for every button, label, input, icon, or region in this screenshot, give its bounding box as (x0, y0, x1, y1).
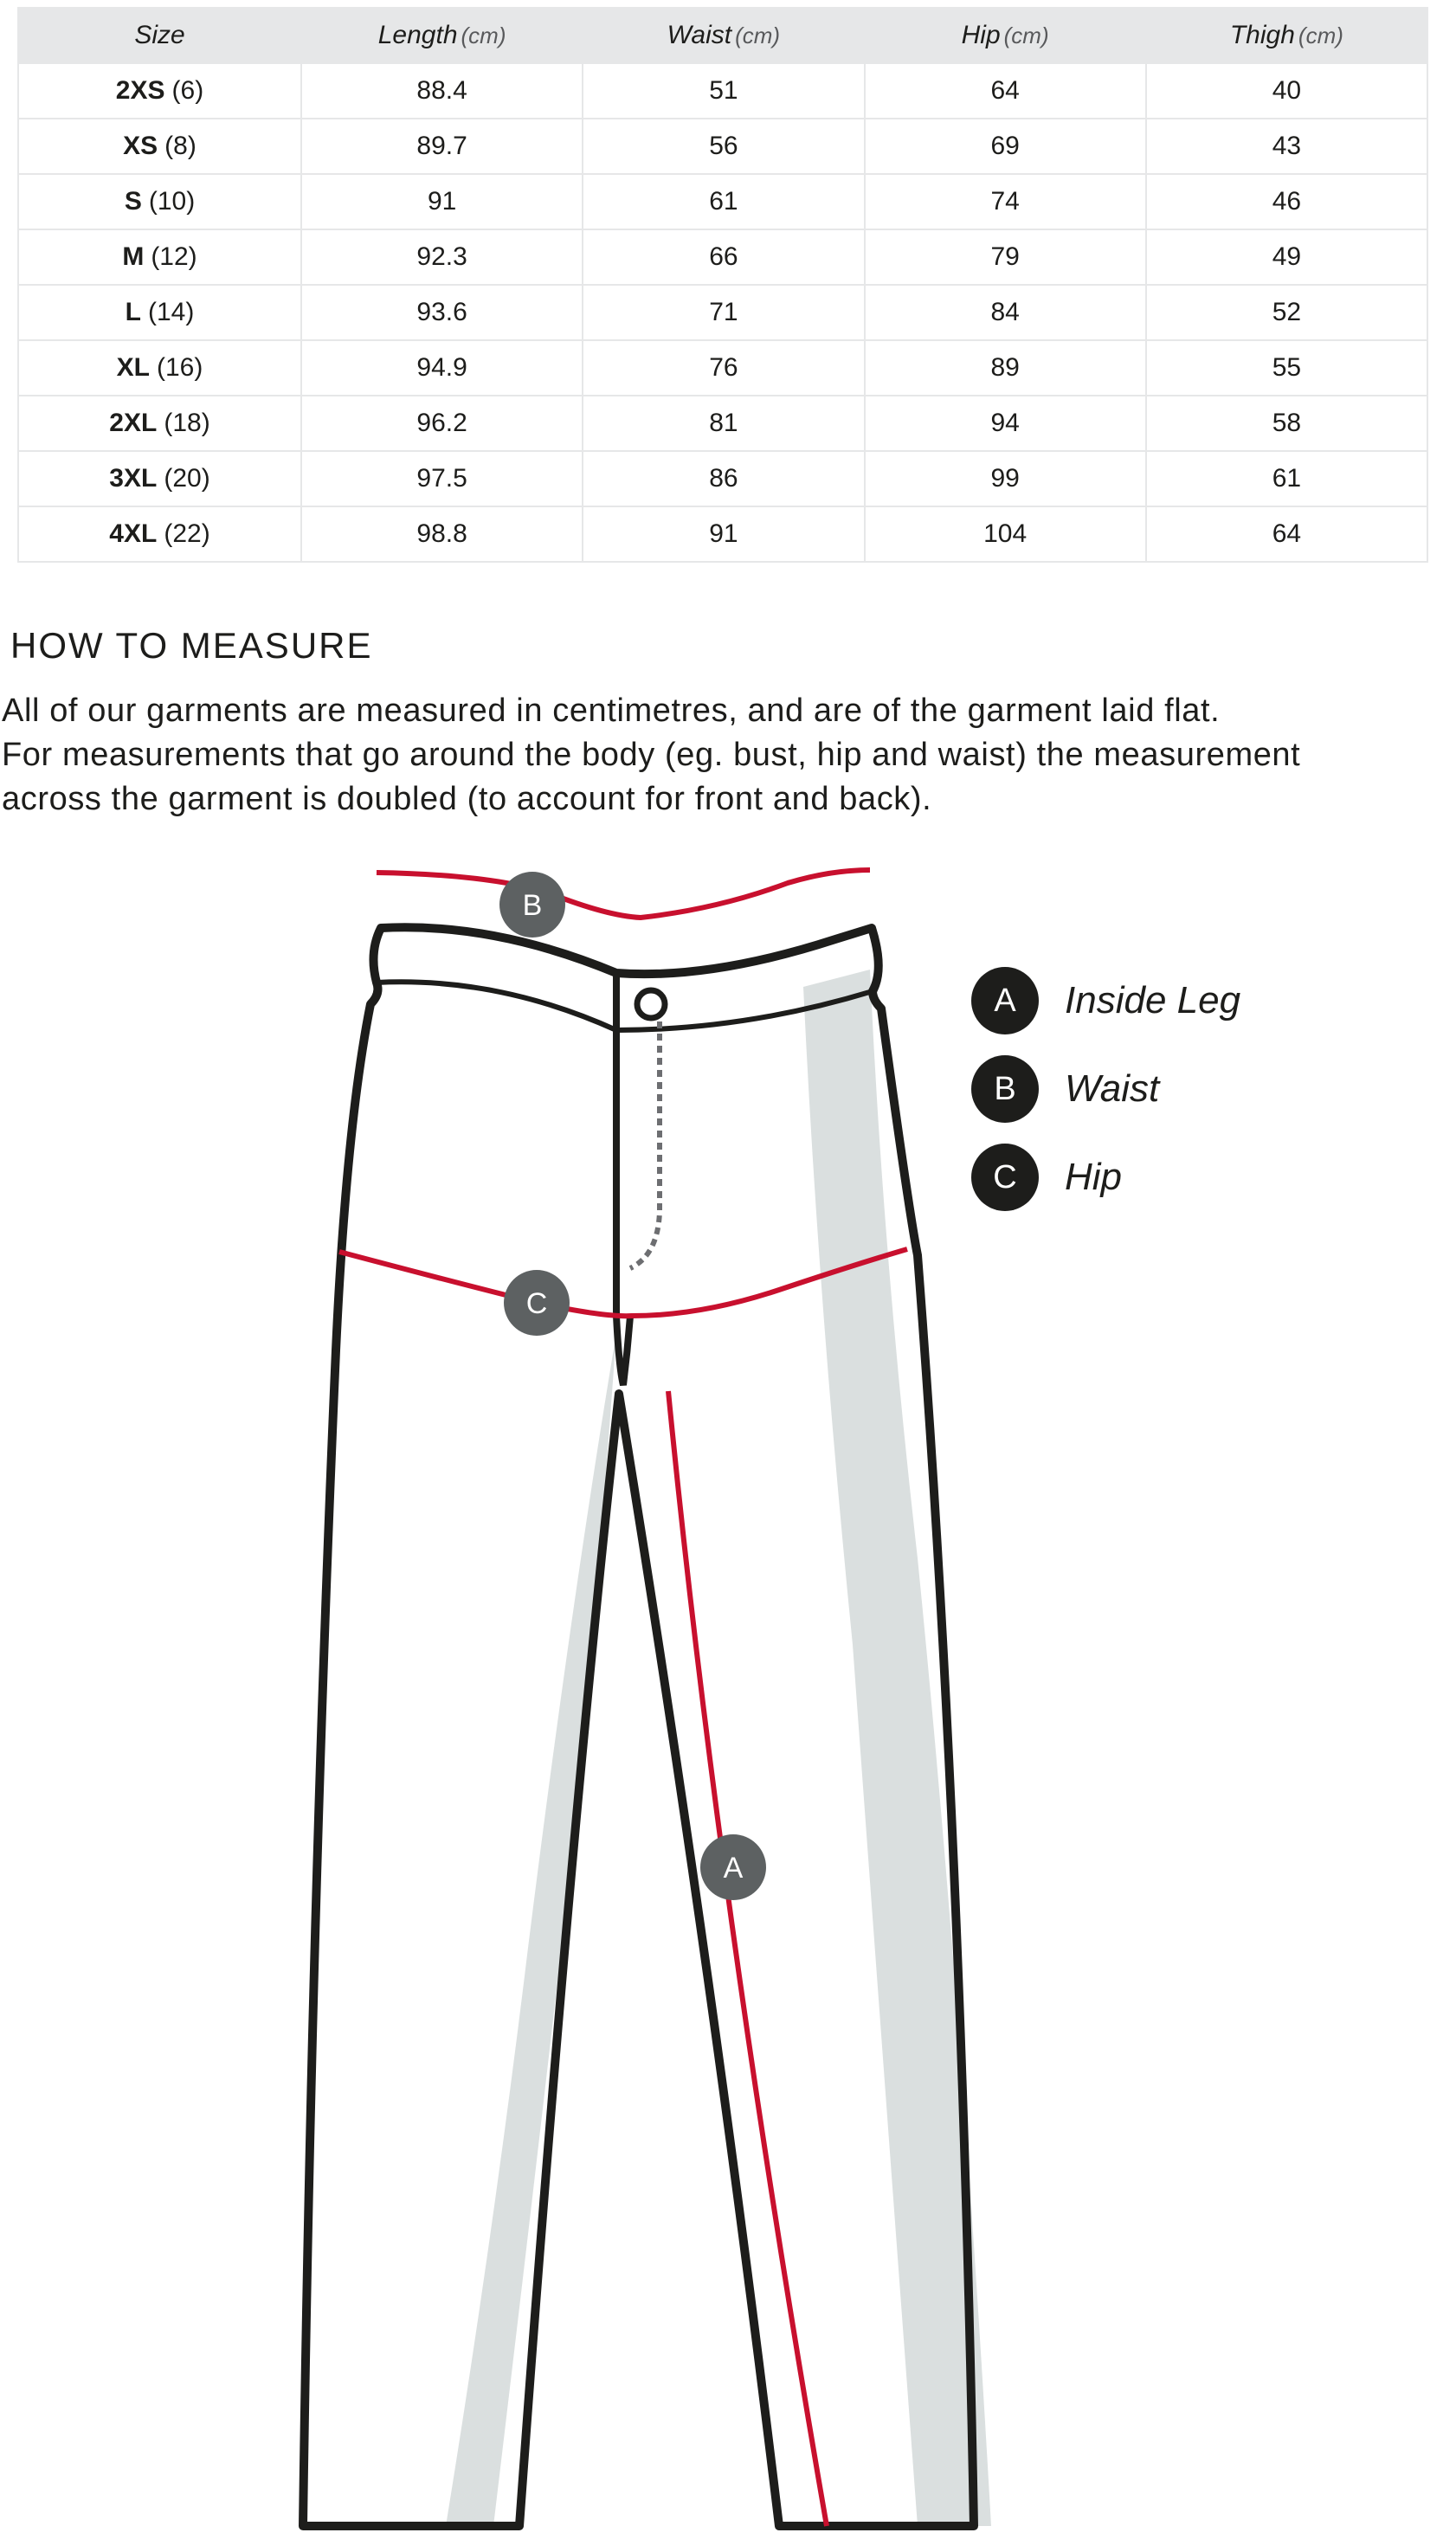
size-cell: L (14) (17, 284, 302, 341)
svg-text:A: A (724, 1852, 744, 1885)
table-row: 3XL (20) 97.5 86 99 61 (17, 450, 1429, 507)
waist-cell: 56 (582, 118, 866, 175)
header-waist: Waist (cm) (582, 7, 866, 64)
table-row: XS (8) 89.7 56 69 43 (17, 118, 1429, 175)
how-to-measure-line-3: across the garment is doubled (to accoun… (2, 781, 932, 817)
length-cell: 93.6 (300, 284, 584, 341)
hip-cell: 89 (863, 339, 1147, 396)
waist-cell: 61 (582, 173, 866, 230)
length-cell: 98.8 (300, 506, 584, 563)
centre-seam (613, 973, 634, 1386)
hip-cell: 74 (863, 173, 1147, 230)
waist-cell: 86 (582, 450, 866, 507)
legend-label-hip: Hip (1065, 1156, 1123, 1198)
table-header-row: Size Length (cm) Waist (cm) Hip (cm) Thigh(… (17, 7, 1429, 64)
thigh-cell: 46 (1144, 173, 1429, 230)
table-row: 4XL (22) 98.8 91 104 64 (17, 506, 1429, 563)
trousers-outline (299, 923, 978, 2530)
trousers-measurement-diagram: B C A (299, 867, 991, 2530)
legend-badge-c: C (971, 1144, 1039, 1211)
size-cell: 3XL (20) (17, 450, 302, 507)
length-cell: 97.5 (300, 450, 584, 507)
waist-button (634, 987, 668, 1021)
size-cell: 2XL (18) (17, 395, 302, 452)
waist-cell: 51 (582, 62, 866, 119)
thigh-cell: 43 (1144, 118, 1429, 175)
marker-c: C (504, 1270, 570, 1336)
legend-label-waist: Waist (1065, 1067, 1160, 1110)
legend-item-inside-leg: A Inside Leg (971, 966, 1240, 1035)
length-cell: 91 (300, 173, 584, 230)
thigh-cell: 61 (1144, 450, 1429, 507)
legend-item-waist: B Waist (971, 1054, 1240, 1124)
hip-cell: 104 (863, 506, 1147, 563)
header-thigh: Thigh (cm) (1144, 7, 1429, 64)
waist-measure-line (376, 867, 871, 921)
length-cell: 89.7 (300, 118, 584, 175)
size-cell: M (12) (17, 229, 302, 286)
table-row: M (12) 92.3 66 79 49 (17, 229, 1429, 286)
measurement-legend: A Inside Leg B Waist C Hip (971, 966, 1240, 1231)
table-row: XL (16) 94.9 76 89 55 (17, 339, 1429, 396)
marker-b: B (499, 872, 565, 938)
fly-stitching (628, 1021, 662, 1271)
header-hip: Hip (cm) (863, 7, 1147, 64)
thigh-cell: 58 (1144, 395, 1429, 452)
waist-cell: 81 (582, 395, 866, 452)
waist-cell: 66 (582, 229, 866, 286)
length-cell: 88.4 (300, 62, 584, 119)
size-chart-table: Size Length (cm) Waist (cm) Hip (cm) Thigh(… (17, 7, 1429, 563)
length-cell: 92.3 (300, 229, 584, 286)
legend-badge-b: B (971, 1055, 1039, 1123)
how-to-measure-title: HOW TO MEASURE (10, 625, 373, 666)
hip-cell: 64 (863, 62, 1147, 119)
legend-item-hip: C Hip (971, 1143, 1240, 1212)
size-cell: 2XS (6) (17, 62, 302, 119)
hip-cell: 84 (863, 284, 1147, 341)
thigh-cell: 64 (1144, 506, 1429, 563)
thigh-cell: 40 (1144, 62, 1429, 119)
hip-cell: 69 (863, 118, 1147, 175)
svg-text:C: C (526, 1287, 548, 1320)
table-row: 2XS (6) 88.4 51 64 40 (17, 62, 1429, 119)
left-leg-shading (446, 1333, 616, 2526)
length-cell: 94.9 (300, 339, 584, 396)
waistband-seam (376, 979, 873, 1034)
right-leg-shading (803, 970, 991, 2526)
hip-measure-line (338, 1247, 908, 1319)
how-to-measure-text: All of our garments are measured in cent… (2, 689, 1447, 822)
size-cell: 4XL (22) (17, 506, 302, 563)
marker-a: A (700, 1834, 766, 1900)
table-row: L (14) 93.6 71 84 52 (17, 284, 1429, 341)
size-cell: XL (16) (17, 339, 302, 396)
inside-leg-measure-line (666, 1390, 829, 2527)
hip-cell: 79 (863, 229, 1147, 286)
length-cell: 96.2 (300, 395, 584, 452)
header-length: Length (cm) (300, 7, 584, 64)
thigh-cell: 52 (1144, 284, 1429, 341)
legend-label-inside-leg: Inside Leg (1065, 979, 1241, 1021)
size-cell: S (10) (17, 173, 302, 230)
waist-cell: 71 (582, 284, 866, 341)
table-row: 2XL (18) 96.2 81 94 58 (17, 395, 1429, 452)
waist-cell: 91 (582, 506, 866, 563)
thigh-cell: 55 (1144, 339, 1429, 396)
size-cell: XS (8) (17, 118, 302, 175)
header-size: Size (17, 7, 302, 64)
legend-badge-a: A (971, 967, 1039, 1034)
hip-cell: 94 (863, 395, 1147, 452)
how-to-measure-line-2: For measurements that go around the body… (2, 737, 1301, 773)
hip-cell: 99 (863, 450, 1147, 507)
how-to-measure-line-1: All of our garments are measured in cent… (2, 693, 1221, 729)
thigh-cell: 49 (1144, 229, 1429, 286)
svg-text:B: B (523, 889, 543, 922)
waist-cell: 76 (582, 339, 866, 396)
table-row: S (10) 91 61 74 46 (17, 173, 1429, 230)
